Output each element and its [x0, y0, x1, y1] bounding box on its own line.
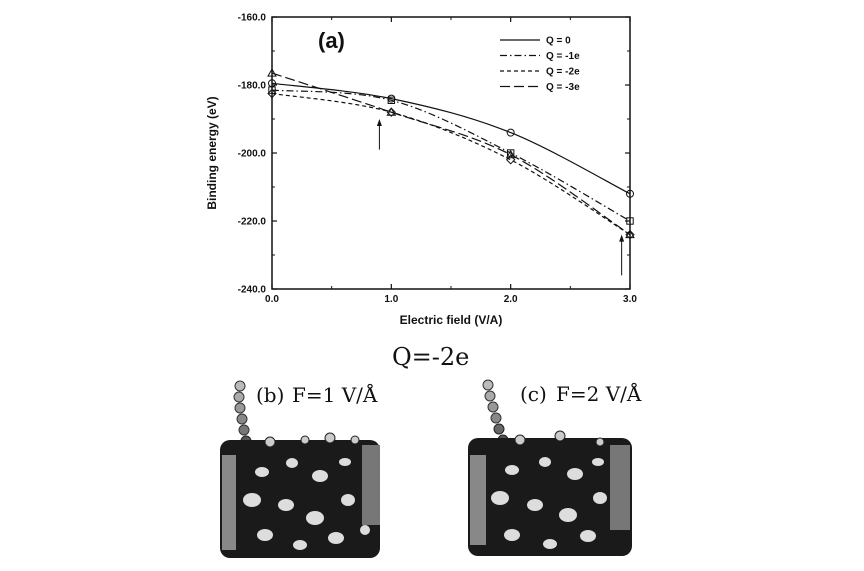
- series-line-3: [271, 72, 631, 236]
- x-tick-label: 0.0: [265, 294, 279, 305]
- x-tick-label: 2.0: [504, 294, 518, 305]
- data-point-s1-1: [387, 96, 396, 104]
- data-point-s1-0: [268, 86, 276, 94]
- charge-caption: Q=-2e: [392, 343, 469, 371]
- x-axis-label: Electric field (V/A): [400, 313, 503, 327]
- binding-energy-chart: -160.0 -180.0 -200.0 -220.0 -240.0 0.0 1.0 2.0…: [205, 13, 637, 328]
- y-tick-label: -220.0: [238, 217, 267, 228]
- arrow-head-0: [376, 119, 382, 126]
- panel-label-c: (c): [520, 382, 547, 406]
- y-tick-label: -160.0: [238, 13, 267, 24]
- legend: Q = 0 Q = -1e Q = -2e Q = -3e: [500, 36, 580, 93]
- data-point-s0-3: [626, 189, 634, 198]
- field-label-c: F=2 V/Å: [556, 381, 642, 406]
- panel-label-a: (a): [318, 28, 345, 53]
- series-line-2: [271, 92, 631, 236]
- series-line-0: [271, 82, 631, 195]
- nanotube-body-b: [220, 432, 380, 558]
- legend-entry-3: Q = -3e: [546, 82, 580, 93]
- legend-entry-1: Q = -1e: [546, 51, 580, 62]
- y-axis-label: Binding energy (eV): [205, 96, 219, 209]
- data-point-s2-2: [505, 155, 516, 165]
- data-point-s3-2: [505, 149, 516, 159]
- x-tick-label: 1.0: [384, 294, 398, 305]
- y-axis-ticks: -160.0 -180.0 -200.0 -220.0 -240.0: [238, 13, 630, 296]
- data-point-s2-3: [625, 229, 635, 240]
- x-tick-label: 3.0: [623, 294, 637, 305]
- data-point-s1-3: [626, 217, 634, 225]
- data-point-s2-0: [267, 88, 277, 99]
- legend-entry-0: Q = 0: [546, 36, 571, 47]
- data-point-s3-0: [267, 68, 277, 77]
- y-tick-label: -180.0: [238, 81, 267, 92]
- x-axis-ticks: 0.0 1.0 2.0 3.0: [265, 17, 637, 305]
- nanotube-body-c: [468, 430, 632, 556]
- panel-label-b: (b): [256, 383, 284, 407]
- series-markers: [267, 68, 635, 240]
- field-label-b: F=1 V/Å: [292, 382, 378, 407]
- annotation-arrows: [376, 119, 625, 276]
- nanotube-structure-b: (b) F=1 V/Å: [220, 380, 380, 558]
- y-tick-label: -200.0: [238, 149, 267, 160]
- data-point-s3-1: [386, 107, 397, 116]
- arrow-head-1: [619, 234, 625, 242]
- data-point-s2-1: [386, 107, 397, 117]
- legend-entry-2: Q = -2e: [546, 67, 580, 78]
- nanotube-structure-c: (c) F=2 V/Å: [468, 379, 642, 556]
- series-lines: [271, 72, 631, 236]
- data-point-s0-2: [506, 128, 515, 137]
- atom-chain-c: [482, 379, 509, 446]
- y-tick-label: -240.0: [238, 285, 267, 296]
- series-line-1: [271, 89, 631, 222]
- data-point-s3-3: [625, 229, 635, 239]
